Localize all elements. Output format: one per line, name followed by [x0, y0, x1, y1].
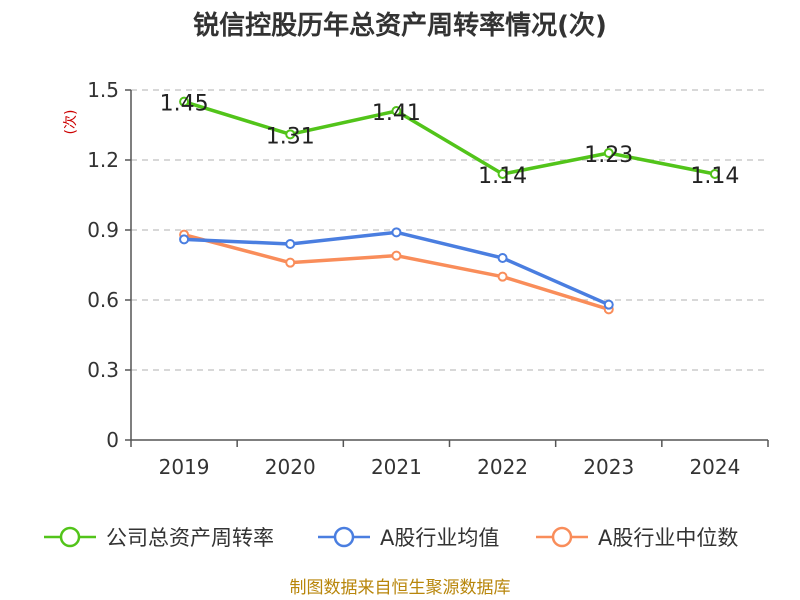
y-tick-label: 0	[106, 428, 119, 452]
series-1-point-2024	[709, 169, 720, 179]
x-tick-label-2023: 2023	[583, 455, 634, 479]
tick-labels: 0 0.3 0.6 0.9 1.2 1.5 2019 2020 2021 2022 2023 2024	[87, 78, 740, 479]
x-tick-label-2019: 2019	[159, 455, 210, 479]
x-tick-label-2022: 2022	[477, 455, 528, 479]
grid-lines	[131, 89, 768, 371]
chart-title: 锐信控股历年总资产周转率情况(次)	[193, 10, 607, 41]
data-labels: 1.45 1.31 1.41 1.14 1.23 1.14	[160, 92, 740, 189]
series-1-point-2022	[497, 169, 508, 179]
y-tick-label: 1.5	[87, 78, 119, 102]
series-2-point-2019	[179, 234, 190, 245]
legend-marker-1	[59, 526, 81, 548]
series-1-point-2020	[285, 129, 296, 140]
y-tick-label: 0.9	[87, 218, 119, 242]
data-label-2020: 1.31	[266, 124, 315, 149]
series-lines	[179, 96, 720, 315]
series-1-point-2021	[391, 106, 402, 116]
legend-marker-3	[551, 526, 573, 548]
y-tick-label: 0.3	[87, 358, 119, 382]
x-tick-label-2021: 2021	[371, 455, 422, 479]
data-label-2019: 1.45	[160, 92, 209, 117]
series-2-point-2021	[391, 227, 402, 238]
data-label-2024: 1.14	[690, 164, 739, 189]
x-tick-label-2020: 2020	[265, 455, 316, 479]
series-line-1	[183, 99, 716, 176]
y-axis-label: (次)	[63, 110, 79, 135]
legend-item-2: A股行业均值	[318, 526, 499, 550]
axes	[125, 89, 769, 447]
y-tick-label: 0.6	[87, 288, 119, 312]
y-tick-label: 1.2	[87, 148, 119, 172]
legend-label-1: 公司总资产周转率	[106, 526, 274, 550]
series-1	[179, 96, 720, 179]
data-label-2023: 1.23	[584, 143, 633, 168]
series-line-2	[184, 230, 610, 307]
x-tick-label-2024: 2024	[689, 455, 740, 479]
series-3-point-2022	[497, 271, 508, 282]
legend: 公司总资产周转率 A股行业均值 A股行业中位数	[44, 526, 738, 550]
legend-label-2: A股行业均值	[380, 526, 499, 550]
series-1-point-2023	[603, 148, 614, 158]
source-note: 制图数据来自恒生聚源数据库	[290, 578, 511, 598]
data-label-2021: 1.41	[372, 101, 421, 126]
series-2-point-2022	[497, 253, 508, 263]
series-3-point-2020	[285, 257, 296, 268]
series-3-point-2021	[391, 250, 402, 261]
series-line-3	[183, 232, 610, 312]
legend-item-3: A股行业中位数	[536, 526, 738, 550]
data-label-2022: 1.14	[478, 164, 527, 189]
series-2-point-2020	[285, 239, 296, 249]
legend-marker-2	[333, 526, 355, 548]
series-2-point-2023	[603, 299, 614, 310]
legend-item-1: 公司总资产周转率	[44, 526, 274, 550]
legend-label-3: A股行业中位数	[598, 526, 738, 550]
series-1-point-2019	[179, 96, 190, 107]
series-2	[179, 227, 614, 310]
